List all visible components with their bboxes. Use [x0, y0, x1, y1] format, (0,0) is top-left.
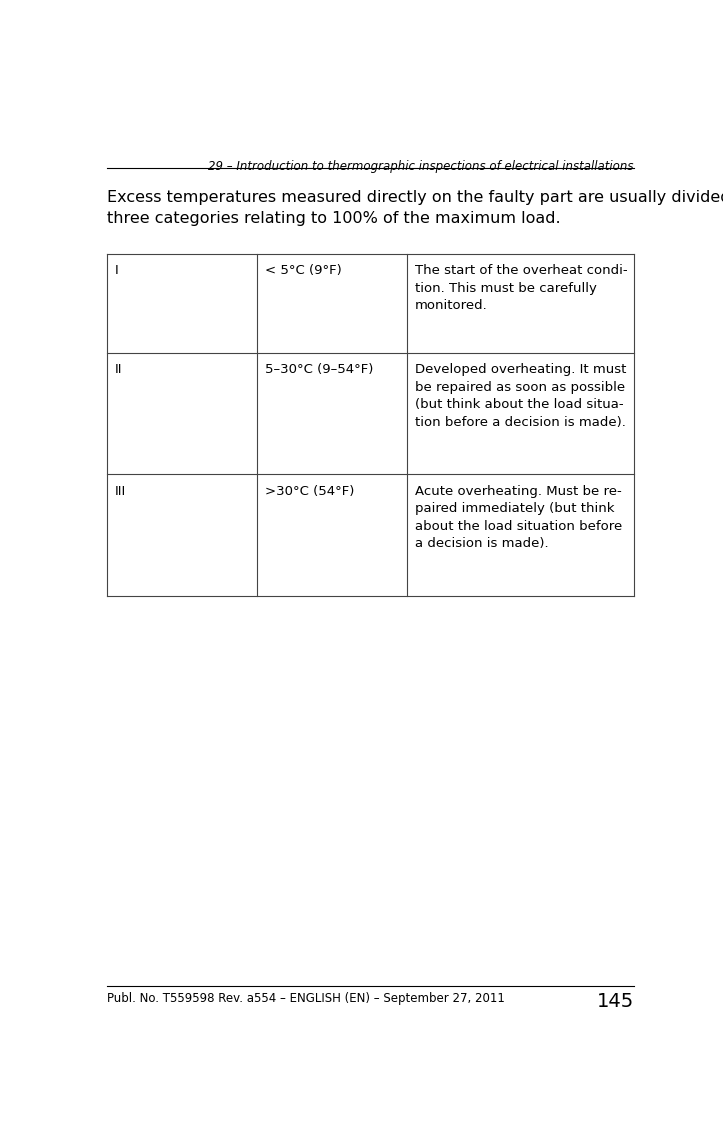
Text: 145: 145 — [596, 992, 634, 1011]
Text: Developed overheating. It must
be repaired as soon as possible
(but think about : Developed overheating. It must be repair… — [415, 363, 626, 428]
Text: II: II — [114, 363, 122, 376]
Text: 5–30°C (9–54°F): 5–30°C (9–54°F) — [265, 363, 373, 376]
Text: 29 – Introduction to thermographic inspections of electrical installations: 29 – Introduction to thermographic inspe… — [208, 160, 634, 173]
Text: III: III — [114, 484, 126, 498]
Text: I: I — [114, 264, 119, 277]
Text: Publ. No. T559598 Rev. a554 – ENGLISH (EN) – September 27, 2011: Publ. No. T559598 Rev. a554 – ENGLISH (E… — [107, 992, 505, 1004]
Text: The start of the overheat condi-
tion. This must be carefully
monitored.: The start of the overheat condi- tion. T… — [415, 264, 628, 313]
Text: < 5°C (9°F): < 5°C (9°F) — [265, 264, 341, 277]
Text: Acute overheating. Must be re-
paired immediately (but think
about the load situ: Acute overheating. Must be re- paired im… — [415, 484, 622, 551]
Text: Excess temperatures measured directly on the faulty part are usually divided int: Excess temperatures measured directly on… — [107, 190, 723, 227]
Text: >30°C (54°F): >30°C (54°F) — [265, 484, 354, 498]
